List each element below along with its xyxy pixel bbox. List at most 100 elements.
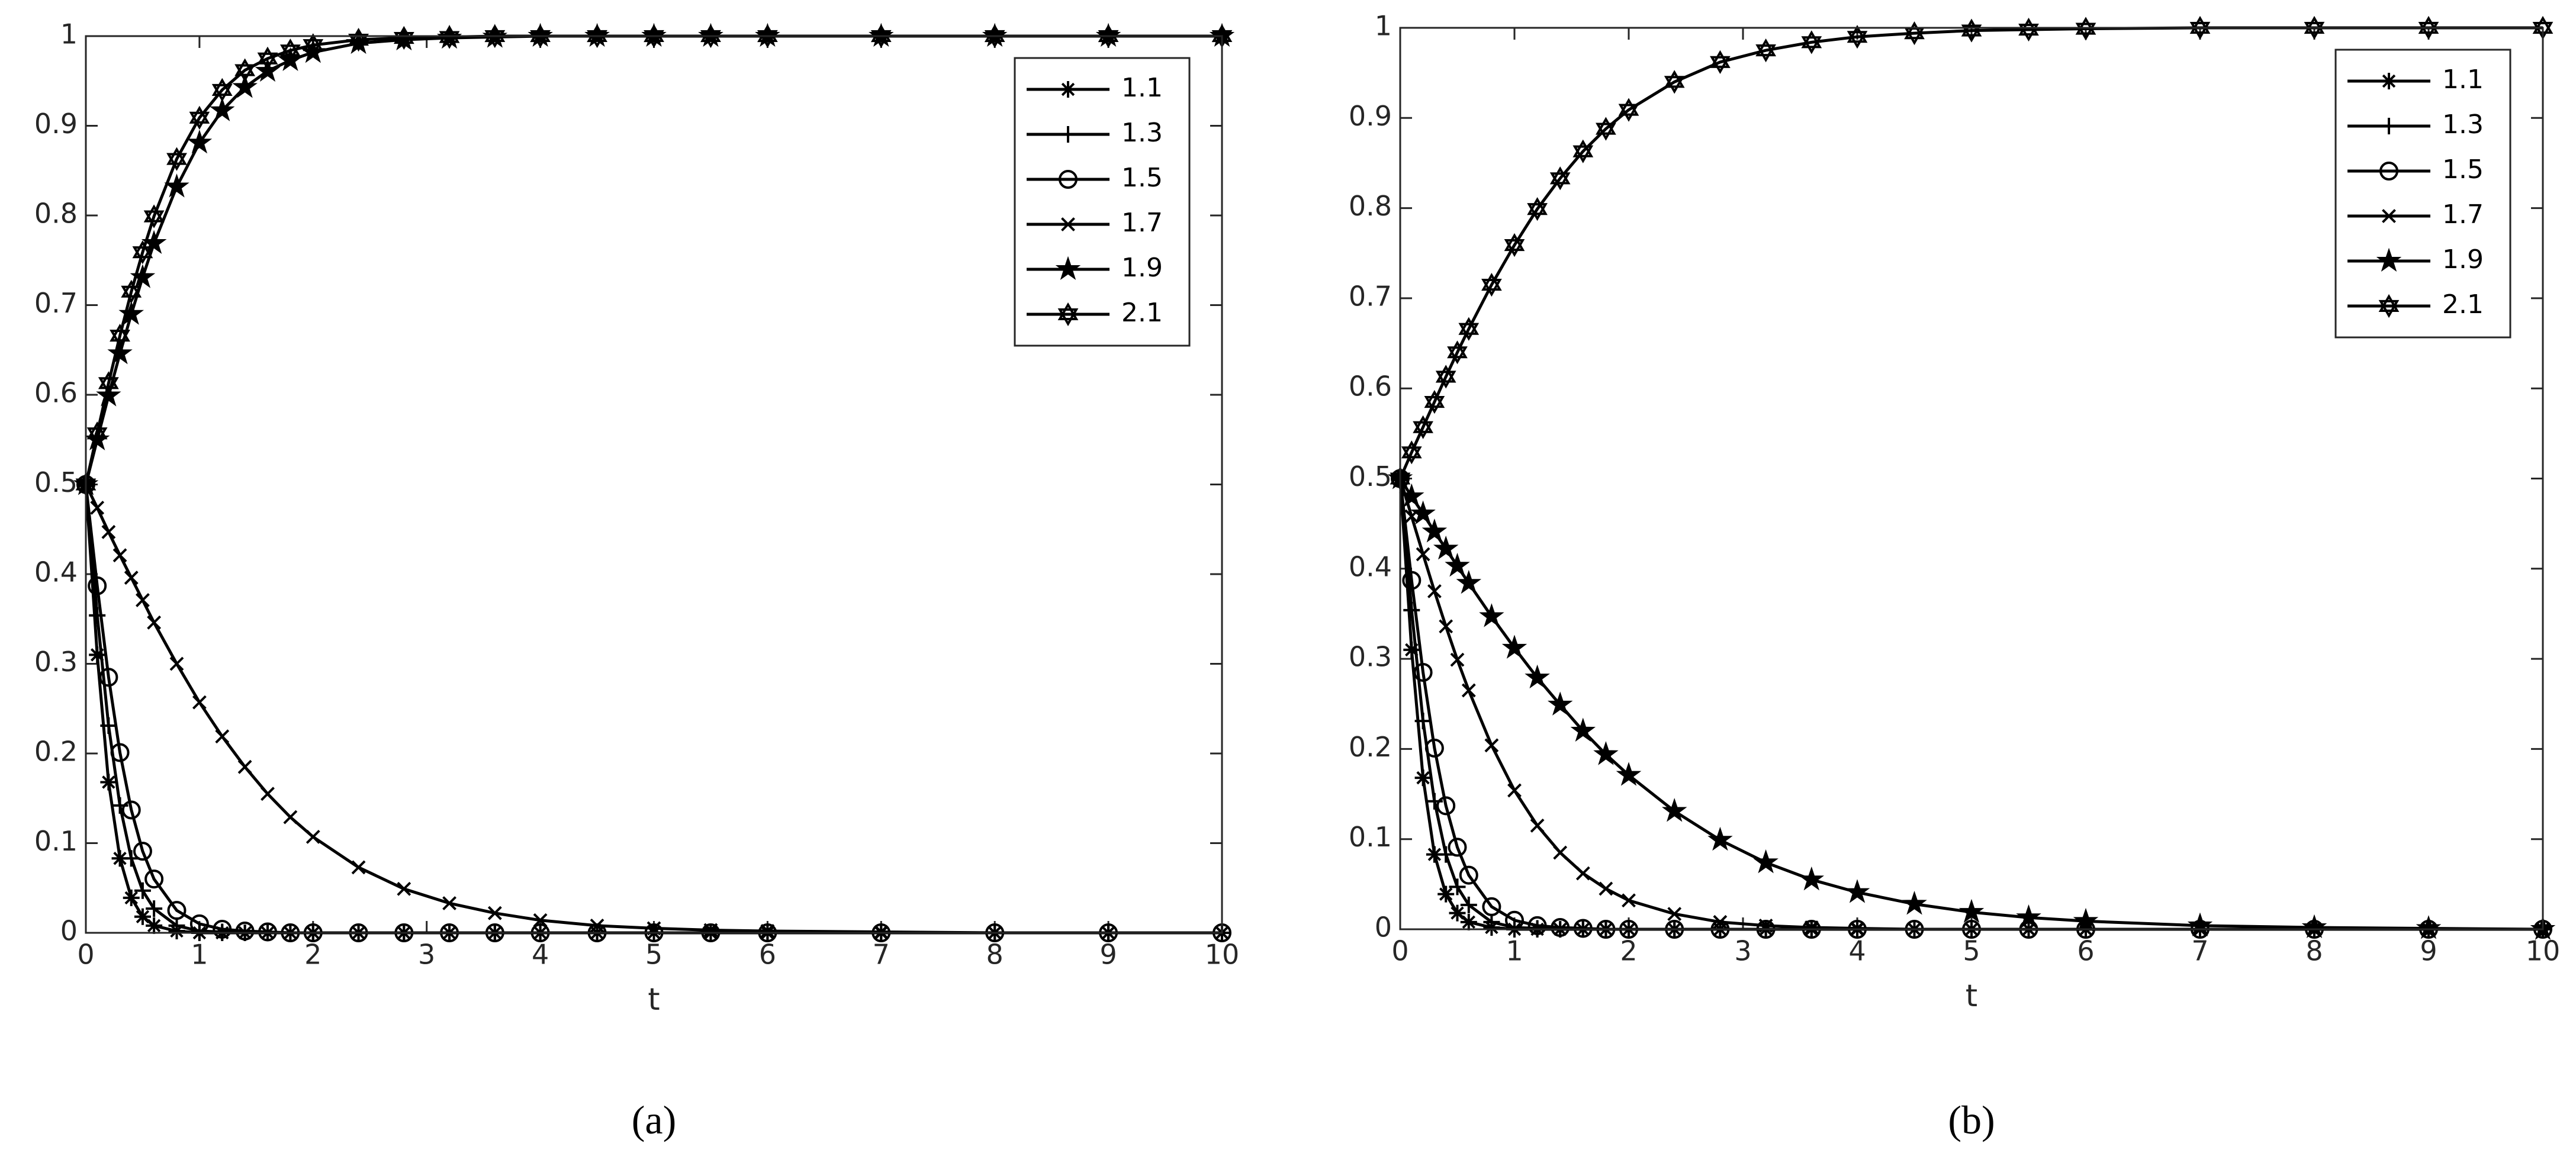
marker [1461,683,1476,698]
x-tick-label: 6 [759,939,776,971]
y-tick-label: 0.7 [1349,280,1392,312]
marker [189,914,209,933]
y-tick-label: 0.7 [34,287,78,319]
marker [112,548,127,563]
marker [1549,166,1571,191]
legend-label: 1.5 [1121,163,1163,193]
x-tick-label: 2 [1620,935,1637,967]
y-tick-label: 0.6 [34,377,78,409]
marker [700,24,721,49]
marker [1413,663,1433,682]
marker [280,38,301,63]
marker [121,800,141,820]
y-tick-label: 0.9 [34,108,78,140]
marker [530,24,551,49]
marker [305,829,320,844]
y-tick-label: 0 [1375,912,1392,943]
marker [89,607,106,624]
marker [89,646,106,664]
marker [1958,898,1985,923]
marker [1449,878,1466,896]
legend-marker [1057,302,1079,327]
legend-marker [2381,73,2397,89]
x-tick-label: 7 [873,939,890,971]
x-tick-label: 5 [645,939,663,971]
marker [110,323,130,348]
marker [1622,893,1636,908]
marker [1437,885,1455,903]
marker [1844,879,1870,903]
marker [237,759,252,774]
marker [2418,15,2439,40]
marker [234,58,256,82]
marker [1479,603,1504,627]
marker [1616,762,1642,786]
marker [484,24,506,49]
marker [1426,846,1443,863]
marker [1847,25,1868,49]
marker [283,810,298,825]
marker [1801,30,1822,54]
marker [1435,365,1456,389]
marker [1804,920,1819,935]
marker [442,896,456,910]
marker [1458,317,1480,341]
y-tick-label: 0.6 [1349,371,1392,402]
panel-label: (b) [1948,1097,1995,1142]
marker [870,24,892,49]
marker [136,593,150,607]
marker [1547,691,1573,716]
marker [121,279,142,304]
x-tick-label: 4 [1848,935,1866,967]
marker [644,24,664,49]
legend-marker [1060,81,1076,98]
marker [1456,569,1482,594]
x-tick-label: 2 [304,939,321,971]
marker [1481,272,1502,297]
marker [984,24,1005,49]
marker [99,668,118,687]
marker [348,28,369,52]
marker [1501,635,1527,659]
marker [1459,865,1478,885]
y-tick-label: 0.4 [34,556,78,588]
marker [1410,500,1436,524]
marker [1439,619,1453,634]
legend-marker [2381,118,2397,134]
legend-marker [1058,170,1078,189]
marker [124,571,139,585]
marker [235,922,255,941]
legend-box [2334,49,2511,339]
marker [144,869,164,889]
marker [168,917,185,934]
legend-marker [2382,209,2396,223]
marker [1530,818,1545,833]
marker [257,46,278,71]
marker [2073,907,2099,932]
x-axis-label: t [1966,978,1977,1014]
marker [1484,738,1499,753]
marker [1661,798,1687,822]
marker [2301,914,2327,939]
x-tick-label: 9 [2420,935,2437,967]
marker [874,925,889,939]
marker [760,924,775,938]
marker [1449,904,1466,922]
legend-label: 1.5 [2442,154,2484,185]
marker [211,78,233,102]
marker [111,850,128,867]
marker [587,24,607,49]
x-tick-label: 5 [1963,935,1980,967]
axes-box [85,35,1223,934]
legend-label: 1.1 [1121,73,1163,103]
legend-marker [2378,294,2400,318]
marker [1098,24,1119,49]
marker [2304,15,2325,40]
marker [1482,897,1501,916]
y-tick-label: 0.3 [34,646,78,678]
marker [1402,571,1422,590]
marker [107,340,133,365]
y-tick-label: 0.8 [34,198,78,230]
marker [1755,38,1776,63]
